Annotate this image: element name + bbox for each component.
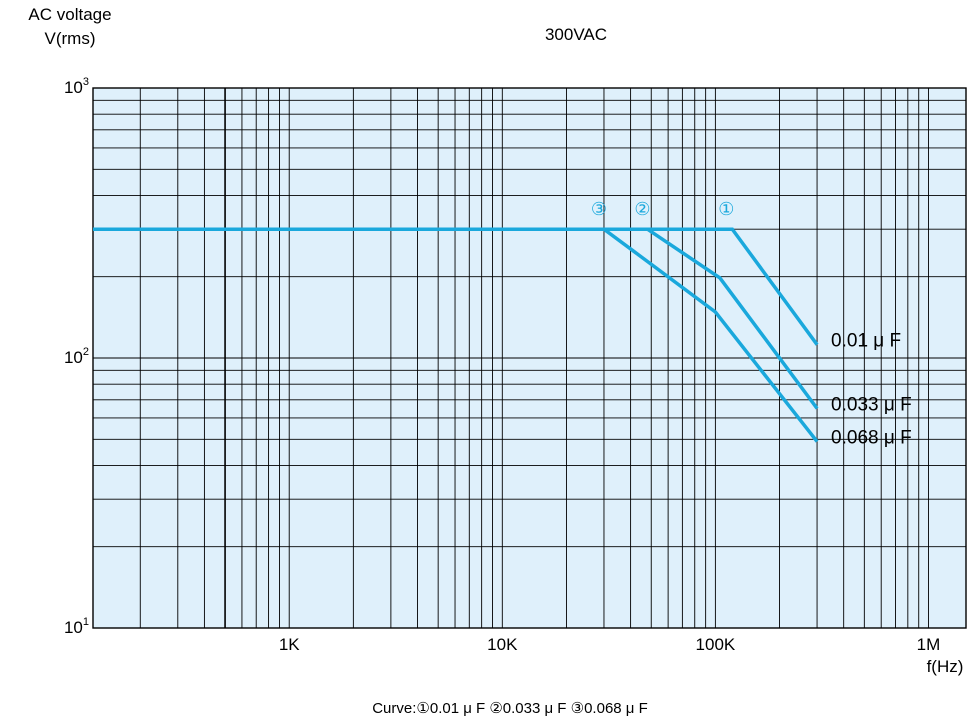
y-tick-label: 103	[64, 76, 89, 97]
tick-labels: 1K 10K 100K 1M 103 102 101	[64, 76, 940, 654]
chart-title: 300VAC	[545, 25, 607, 44]
series-line-3	[93, 227, 819, 443]
series-marker-1: ①	[718, 199, 734, 219]
series-end-label-2: 0.033 μ F	[831, 395, 912, 416]
chart-caption: Curve:①0.01 μ F ②0.033 μ F ③0.068 μ F	[372, 700, 648, 717]
series-layer: ① 0.01 μ F ② 0.033 μ F ③ 0.068 μ F	[93, 199, 912, 449]
y-tick-label: 102	[64, 346, 89, 367]
grid-lines	[93, 88, 966, 628]
series-marker-2: ②	[634, 199, 650, 219]
x-tick-label: 10K	[487, 635, 518, 654]
y-axis-label-line1: AC voltage	[28, 5, 111, 24]
x-tick-label: 1M	[917, 635, 941, 654]
y-tick-label: 101	[64, 616, 89, 637]
series-marker-3: ③	[591, 199, 607, 219]
series-end-label-3: 0.068 μ F	[831, 428, 912, 449]
series-end-label-1: 0.01 μ F	[831, 331, 901, 352]
y-axis-label-line2: V(rms)	[45, 29, 96, 48]
x-tick-label: 1K	[279, 635, 300, 654]
x-tick-label: 100K	[696, 635, 736, 654]
x-axis-label: f(Hz)	[927, 657, 964, 676]
plot-frame	[92, 87, 967, 629]
